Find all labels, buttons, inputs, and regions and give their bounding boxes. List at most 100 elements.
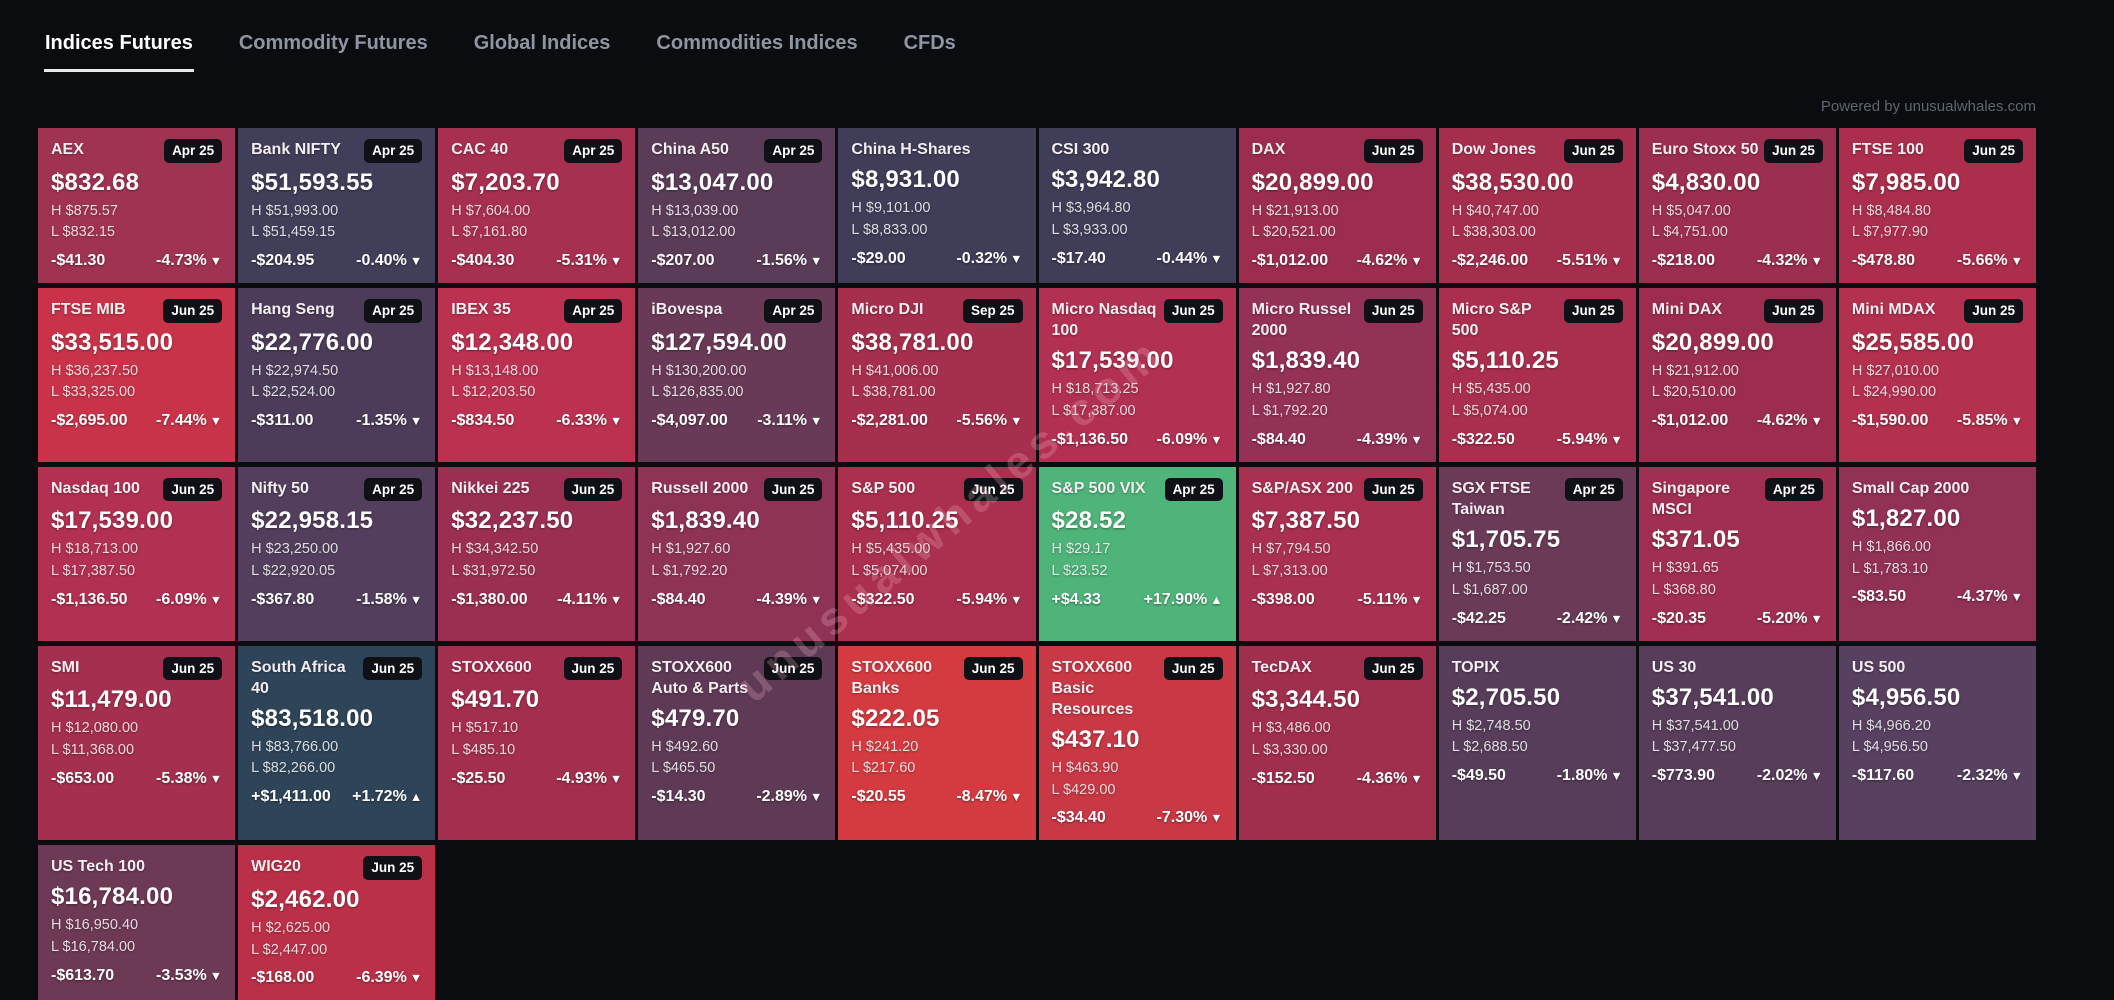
index-card[interactable]: Small Cap 2000 $1,827.00 H $1,866.00 L $… [1838, 466, 2036, 641]
high-value: H $241.20 [851, 738, 919, 755]
index-card[interactable]: Micro Russel 2000 Jun 25 $1,839.40 H $1,… [1238, 288, 1436, 462]
change-percent: -4.39% [756, 590, 808, 608]
last-price: $20,899.00 [1251, 168, 1374, 196]
high-value: H $2,625.00 [251, 919, 331, 936]
change-percent: -4.37% [1956, 588, 2008, 606]
high-value: H $4,966.20 [1851, 717, 1931, 734]
high-value: H $18,713.25 [1051, 381, 1139, 398]
index-card[interactable]: STOXX600 Auto & Parts Jun 25 $479.70 H $… [638, 645, 836, 841]
change-amount: -$1,136.50 [51, 590, 128, 608]
index-name: S&P 500 [851, 479, 916, 497]
index-card[interactable]: SGX FTSE Taiwan Apr 25 $1,705.75 H $1,75… [1438, 466, 1636, 641]
contract-month-badge: Jun 25 [1964, 139, 2023, 163]
change-amount: -$25.50 [451, 769, 506, 787]
index-card[interactable]: Micro DJI Sep 25 $38,781.00 H $41,006.00… [838, 288, 1036, 462]
low-value: L $82,266.00 [251, 760, 336, 777]
index-name: TOPIX [1451, 658, 1500, 676]
last-price: $3,942.80 [1051, 166, 1161, 194]
change-percent-group: -1.58% ▼ [356, 591, 422, 609]
low-value: L $2,447.00 [251, 941, 328, 958]
high-value: H $34,342.50 [451, 541, 539, 558]
index-card[interactable]: S&P/ASX 200 Jun 25 $7,387.50 H $7,794.50… [1238, 466, 1436, 641]
index-card[interactable]: South Africa 40 Jun 25 $83,518.00 H $83,… [238, 645, 436, 841]
index-card[interactable]: Bank NIFTY Apr 25 $51,593.55 H $51,993.0… [238, 128, 436, 284]
index-card[interactable]: WIG20 Jun 25 $2,462.00 H $2,625.00 L $2,… [238, 845, 436, 1000]
tab-commodities-indices[interactable]: Commodities Indices [655, 32, 858, 72]
index-card[interactable]: US 500 $4,956.50 H $4,966.20 L $4,956.50… [1838, 645, 2036, 841]
index-card[interactable]: China A50 Apr 25 $13,047.00 H $13,039.00… [638, 128, 836, 284]
index-name: Small Cap 2000 [1851, 479, 1970, 497]
index-card[interactable]: SMI Jun 25 $11,479.00 H $12,080.00 L $11… [38, 645, 236, 841]
change-percent-group: -4.62% ▼ [1357, 252, 1423, 270]
index-card[interactable]: TecDAX Jun 25 $3,344.50 H $3,486.00 L $3… [1238, 645, 1436, 841]
index-card[interactable]: STOXX600 Jun 25 $491.70 H $517.10 L $485… [438, 645, 636, 841]
contract-month-badge: Apr 25 [764, 299, 823, 323]
index-card[interactable]: Nasdaq 100 Jun 25 $17,539.00 H $18,713.0… [38, 466, 236, 641]
index-name: Russell 2000 [651, 479, 749, 497]
down-arrow-icon: ▼ [1810, 611, 1823, 626]
change-row: -$2,695.00 -7.44% ▼ [51, 412, 222, 430]
change-row: -$117.60 -2.32% ▼ [1852, 767, 2023, 785]
index-card[interactable]: STOXX600 Banks Jun 25 $222.05 H $241.20 … [838, 645, 1036, 841]
change-percent: -5.66% [1956, 252, 2008, 270]
change-amount: -$83.50 [1851, 588, 1907, 606]
index-name: US 30 [1651, 658, 1697, 676]
change-row: -$49.50 -1.80% ▼ [1452, 767, 1623, 785]
change-percent-group: -2.02% ▼ [1757, 767, 1823, 785]
change-row: -$20.55 -8.47% ▼ [851, 788, 1022, 806]
index-card[interactable]: Micro Nasdaq 100 Jun 25 $17,539.00 H $18… [1038, 288, 1236, 462]
contract-month-badge: Jun 25 [1363, 139, 1423, 163]
down-arrow-icon: ▼ [2010, 254, 2023, 269]
index-card[interactable]: TOPIX $2,705.50 H $2,748.50 L $2,688.50 … [1438, 645, 1636, 841]
index-card[interactable]: AEX Apr 25 $832.68 H $875.57 L $832.15 -… [38, 128, 236, 284]
index-card[interactable]: IBEX 35 Apr 25 $12,348.00 H $13,148.00 L… [438, 288, 636, 462]
last-price: $13,047.00 [651, 168, 774, 196]
index-card[interactable]: Singapore MSCI Apr 25 $371.05 H $391.65 … [1638, 466, 1836, 641]
index-card[interactable]: S&P 500 VIX Apr 25 $28.52 H $29.17 L $23… [1038, 466, 1236, 641]
change-amount: -$311.00 [251, 412, 314, 430]
index-card[interactable]: CSI 300 $3,942.80 H $3,964.80 L $3,933.0… [1038, 128, 1236, 284]
index-card[interactable]: US Tech 100 $16,784.00 H $16,950.40 L $1… [38, 845, 236, 1000]
index-card[interactable]: Dow Jones Jun 25 $38,530.00 H $40,747.00… [1438, 128, 1636, 284]
index-card[interactable]: Euro Stoxx 50 Jun 25 $4,830.00 H $5,047.… [1638, 128, 1836, 284]
tab-indices-futures[interactable]: Indices Futures [44, 32, 194, 72]
index-card[interactable]: CAC 40 Apr 25 $7,203.70 H $7,604.00 L $7… [438, 128, 636, 284]
high-value: H $1,866.00 [1851, 538, 1931, 555]
index-card[interactable]: STOXX600 Basic Resources Jun 25 $437.10 … [1038, 645, 1236, 841]
down-arrow-icon: ▼ [810, 254, 823, 269]
index-card[interactable]: DAX Jun 25 $20,899.00 H $21,913.00 L $20… [1238, 128, 1436, 284]
index-card[interactable]: Nifty 50 Apr 25 $22,958.15 H $23,250.00 … [238, 466, 436, 641]
tab-commodity-futures[interactable]: Commodity Futures [238, 32, 429, 72]
card-header: iBovespa Apr 25 [651, 299, 823, 323]
change-row: -$773.90 -2.02% ▼ [1652, 767, 1823, 785]
index-card[interactable]: Russell 2000 Jun 25 $1,839.40 H $1,927.6… [638, 466, 836, 641]
change-amount: -$4,097.00 [651, 412, 728, 430]
high-value: H $83,766.00 [251, 738, 339, 755]
index-card[interactable]: Mini MDAX Jun 25 $25,585.00 H $27,010.00… [1838, 288, 2036, 462]
card-header: China H-Shares [851, 139, 1022, 160]
change-percent: -8.47% [956, 788, 1008, 806]
down-arrow-icon: ▼ [409, 592, 423, 607]
index-card[interactable]: FTSE MIB Jun 25 $33,515.00 H $36,237.50 … [38, 288, 236, 462]
low-value: L $3,330.00 [1251, 741, 1328, 758]
change-percent: -3.11% [757, 412, 808, 430]
index-card[interactable]: China H-Shares $8,931.00 H $9,101.00 L $… [838, 128, 1036, 284]
index-card[interactable]: Mini DAX Jun 25 $20,899.00 H $21,912.00 … [1638, 288, 1836, 462]
index-card[interactable]: Hang Seng Apr 25 $22,776.00 H $22,974.50… [238, 288, 436, 462]
contract-month-badge: Jun 25 [1163, 656, 1223, 681]
change-percent-group: -5.85% ▼ [1957, 412, 2023, 430]
card-header: Nikkei 225 Jun 25 [451, 477, 623, 502]
contract-month-badge: Jun 25 [963, 477, 1023, 502]
tab-global-indices[interactable]: Global Indices [473, 32, 612, 72]
change-row: -$2,246.00 -5.51% ▼ [1452, 252, 1623, 270]
index-card[interactable]: Nikkei 225 Jun 25 $32,237.50 H $34,342.5… [438, 466, 636, 641]
index-card[interactable]: iBovespa Apr 25 $127,594.00 H $130,200.0… [638, 288, 836, 462]
index-name: Micro Russel 2000 [1251, 301, 1352, 340]
high-value: H $1,753.50 [1451, 560, 1531, 576]
last-price: $8,931.00 [851, 166, 960, 194]
tab-cfds[interactable]: CFDs [903, 32, 957, 72]
index-card[interactable]: US 30 $37,541.00 H $37,541.00 L $37,477.… [1638, 645, 1836, 841]
index-card[interactable]: Micro S&P 500 Jun 25 $5,110.25 H $5,435.… [1438, 288, 1636, 462]
index-card[interactable]: S&P 500 Jun 25 $5,110.25 H $5,435.00 L $… [838, 466, 1036, 641]
index-card[interactable]: FTSE 100 Jun 25 $7,985.00 H $8,484.80 L … [1838, 128, 2036, 284]
